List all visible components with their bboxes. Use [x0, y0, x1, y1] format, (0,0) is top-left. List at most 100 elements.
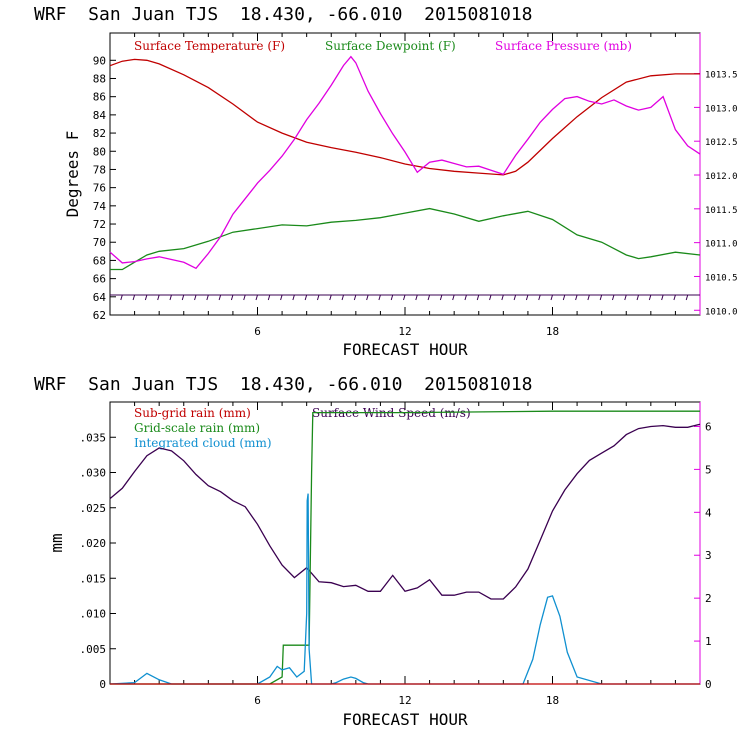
wind-barb [489, 294, 492, 301]
wind-barb [562, 294, 566, 301]
right-tick-label: 1012.5 [705, 138, 738, 148]
left-tick-label: .015 [80, 572, 107, 585]
x-tick-label: 18 [546, 694, 559, 707]
wind-barb [415, 294, 418, 301]
right-tick-label: 0 [705, 678, 712, 691]
left-tick-label: .025 [80, 502, 107, 515]
wind-barb [403, 294, 406, 301]
series-line-surface-temperature-f [109, 58, 700, 176]
left-tick-label: 62 [93, 309, 106, 322]
wind-barb [476, 294, 480, 301]
left-tick-label: 78 [93, 163, 106, 176]
wind-barb [218, 294, 222, 301]
right-tick-label: 1013.5 [705, 71, 738, 81]
wind-barb [525, 294, 529, 301]
right-tick-label: 1011.5 [705, 206, 738, 216]
left-tick-label: 70 [93, 236, 106, 249]
x-tick-label: 12 [398, 694, 411, 707]
left-tick-label: .030 [80, 467, 107, 480]
wind-barb [550, 294, 553, 301]
wind-barb [501, 294, 504, 301]
left-tick-label: 84 [93, 109, 107, 122]
legend-grid-scale-rain: Grid-scale rain (mm) [134, 421, 260, 435]
left-tick-label: 76 [93, 182, 106, 195]
wind-barb [267, 294, 271, 301]
right-tick-label: 1011.0 [705, 240, 738, 250]
wind-barb [439, 294, 443, 301]
bottom-left-axis-ticks: 0 .005 .010 .015 .020 .025 .030 .035 [80, 431, 116, 691]
legend-surface-dewpoint: Surface Dewpoint (F) [325, 39, 456, 53]
wind-barb [181, 294, 185, 301]
series-line-surface-wind-speed-m-s [109, 423, 701, 600]
x-tick-label: 6 [254, 694, 261, 707]
wind-barb [378, 294, 381, 301]
legend-subgrid-rain: Sub-grid rain (mm) [134, 406, 251, 420]
wind-barb [366, 294, 369, 301]
top-y-axis-label: Degrees F [63, 131, 82, 218]
wind-barb [673, 294, 676, 301]
right-tick-label: 1013.0 [705, 104, 738, 114]
wind-barb [329, 294, 332, 301]
series-line-surface-dewpoint-f [110, 207, 701, 271]
left-tick-label: .020 [80, 537, 107, 550]
wind-barb [157, 294, 160, 301]
left-tick-label: 80 [93, 145, 106, 158]
wind-barb [427, 294, 431, 301]
wind-barb [243, 294, 246, 301]
wind-barb [587, 294, 590, 301]
right-tick-label: 5 [705, 463, 712, 476]
left-tick-label: 0 [99, 678, 106, 691]
top-series-group [109, 55, 701, 271]
right-tick-label: 6 [705, 420, 712, 433]
wind-barb [661, 294, 664, 301]
wind-barb [255, 294, 258, 301]
bottom-chart-title: WRF San Juan TJS 18.430, -66.010 2015081… [34, 374, 533, 395]
top-x-axis-label: FORECAST HOUR [342, 340, 468, 359]
left-tick-label: 72 [93, 218, 106, 231]
wind-barb [292, 294, 295, 301]
top-left-axis-ticks: 62 64 66 68 70 72 74 76 78 80 82 84 86 88 90 [93, 54, 116, 322]
bottom-series-group [109, 410, 701, 685]
wind-barb [169, 294, 172, 301]
x-tick-label: 12 [398, 325, 411, 338]
left-tick-label: 74 [93, 200, 107, 213]
left-tick-label: 66 [93, 273, 106, 286]
wind-barb [624, 294, 627, 301]
wind-barb [636, 294, 640, 301]
wind-barb [341, 294, 345, 301]
wind-barb [648, 294, 652, 301]
bottom-right-axis-ticks: 0 1 2 3 4 5 6 [694, 402, 712, 691]
left-tick-label: 88 [93, 72, 106, 85]
left-tick-label: .005 [80, 643, 107, 656]
wind-barb [304, 294, 308, 301]
wind-barb [230, 294, 234, 301]
wind-barb [132, 294, 136, 301]
top-x-axis-ticks: 6 12 18 [134, 33, 676, 338]
left-tick-label: 82 [93, 127, 106, 140]
wind-barb [120, 294, 123, 301]
wind-barb [611, 294, 615, 301]
x-tick-label: 18 [546, 325, 559, 338]
right-tick-label: 1 [705, 635, 712, 648]
left-tick-label: 68 [93, 254, 106, 267]
right-tick-label: 1010.5 [705, 273, 738, 283]
bottom-x-axis-ticks: 6 12 18 [134, 402, 676, 707]
legend-surface-pressure: Surface Pressure (mb) [495, 39, 632, 53]
wind-barb [513, 294, 517, 301]
left-tick-label: 86 [93, 91, 106, 104]
right-tick-label: 1012.0 [705, 172, 738, 182]
wind-barb [316, 294, 320, 301]
legend-integrated-cloud: Integrated cloud (mm) [134, 436, 272, 450]
legend-surface-temperature: Surface Temperature (F) [134, 39, 285, 53]
wind-barb [194, 294, 197, 301]
wind-barb [353, 294, 357, 301]
left-tick-label: .010 [80, 608, 107, 621]
top-right-axis-ticks: 1010.0 1010.5 1011.0 1011.5 1012.0 1012.5 1013… [694, 71, 738, 317]
wind-barbs-row [110, 294, 700, 301]
top-chart-title: WRF San Juan TJS 18.430, -66.010 2015081… [34, 4, 533, 25]
left-tick-label: .035 [80, 431, 107, 444]
bottom-chart: WRF San Juan TJS 18.430, -66.010 2015081… [34, 374, 712, 729]
wind-barb [685, 294, 689, 301]
left-tick-label: 64 [93, 291, 107, 304]
bottom-x-axis-label: FORECAST HOUR [342, 710, 468, 729]
